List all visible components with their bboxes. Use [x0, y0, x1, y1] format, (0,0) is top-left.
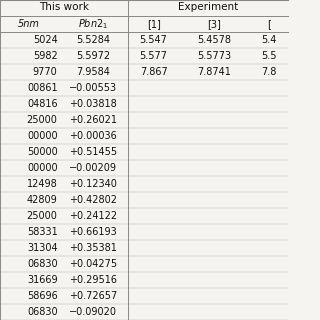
Text: [3]: [3]: [207, 19, 221, 29]
Text: 06830: 06830: [27, 307, 58, 317]
Text: +0.12340: +0.12340: [69, 179, 117, 189]
Text: 31304: 31304: [27, 243, 58, 253]
Text: 50000: 50000: [27, 147, 58, 157]
Text: Experiment: Experiment: [178, 2, 238, 12]
Text: $Pbn2_1$: $Pbn2_1$: [78, 17, 108, 31]
Text: 25000: 25000: [27, 115, 58, 125]
Text: +0.24122: +0.24122: [69, 211, 117, 221]
Text: 5.547: 5.547: [140, 35, 168, 45]
Text: 12498: 12498: [27, 179, 58, 189]
Text: 06830: 06830: [27, 259, 58, 269]
Text: 25000: 25000: [27, 211, 58, 221]
Text: 58331: 58331: [27, 227, 58, 237]
Text: 7.9584: 7.9584: [76, 67, 110, 77]
Text: [1]: [1]: [147, 19, 161, 29]
Text: 42809: 42809: [27, 195, 58, 205]
Text: 5024: 5024: [33, 35, 58, 45]
Text: 58696: 58696: [27, 291, 58, 301]
Text: +0.26021: +0.26021: [69, 115, 117, 125]
Text: +0.00036: +0.00036: [69, 131, 117, 141]
Text: 5.5972: 5.5972: [76, 51, 110, 61]
Text: 5.5284: 5.5284: [76, 35, 110, 45]
Text: 00000: 00000: [27, 163, 58, 173]
Text: +0.04275: +0.04275: [69, 259, 117, 269]
Text: +0.66193: +0.66193: [69, 227, 117, 237]
Text: −0.00209: −0.00209: [69, 163, 117, 173]
Text: 5982: 5982: [33, 51, 58, 61]
Text: 5nm: 5nm: [18, 19, 40, 29]
Text: This work: This work: [39, 2, 89, 12]
Text: 04816: 04816: [27, 99, 58, 109]
Text: 31669: 31669: [27, 275, 58, 285]
Text: 7.867: 7.867: [140, 67, 167, 77]
Text: +0.03818: +0.03818: [69, 99, 117, 109]
Text: 9770: 9770: [33, 67, 58, 77]
Text: [: [: [267, 19, 271, 29]
Text: 00000: 00000: [27, 131, 58, 141]
Text: −0.09020: −0.09020: [69, 307, 117, 317]
Text: 5.5773: 5.5773: [197, 51, 231, 61]
Text: +0.72657: +0.72657: [69, 291, 117, 301]
Text: +0.35381: +0.35381: [69, 243, 117, 253]
Text: 5.5: 5.5: [261, 51, 276, 61]
Text: 5.4578: 5.4578: [197, 35, 231, 45]
Text: 5.577: 5.577: [140, 51, 168, 61]
Text: 7.8741: 7.8741: [197, 67, 231, 77]
Text: 7.8: 7.8: [261, 67, 276, 77]
Text: +0.42802: +0.42802: [69, 195, 117, 205]
Text: +0.51455: +0.51455: [69, 147, 117, 157]
Text: −0.00553: −0.00553: [69, 83, 117, 93]
Text: 5.4: 5.4: [261, 35, 276, 45]
Text: +0.29516: +0.29516: [69, 275, 117, 285]
Text: 00861: 00861: [27, 83, 58, 93]
